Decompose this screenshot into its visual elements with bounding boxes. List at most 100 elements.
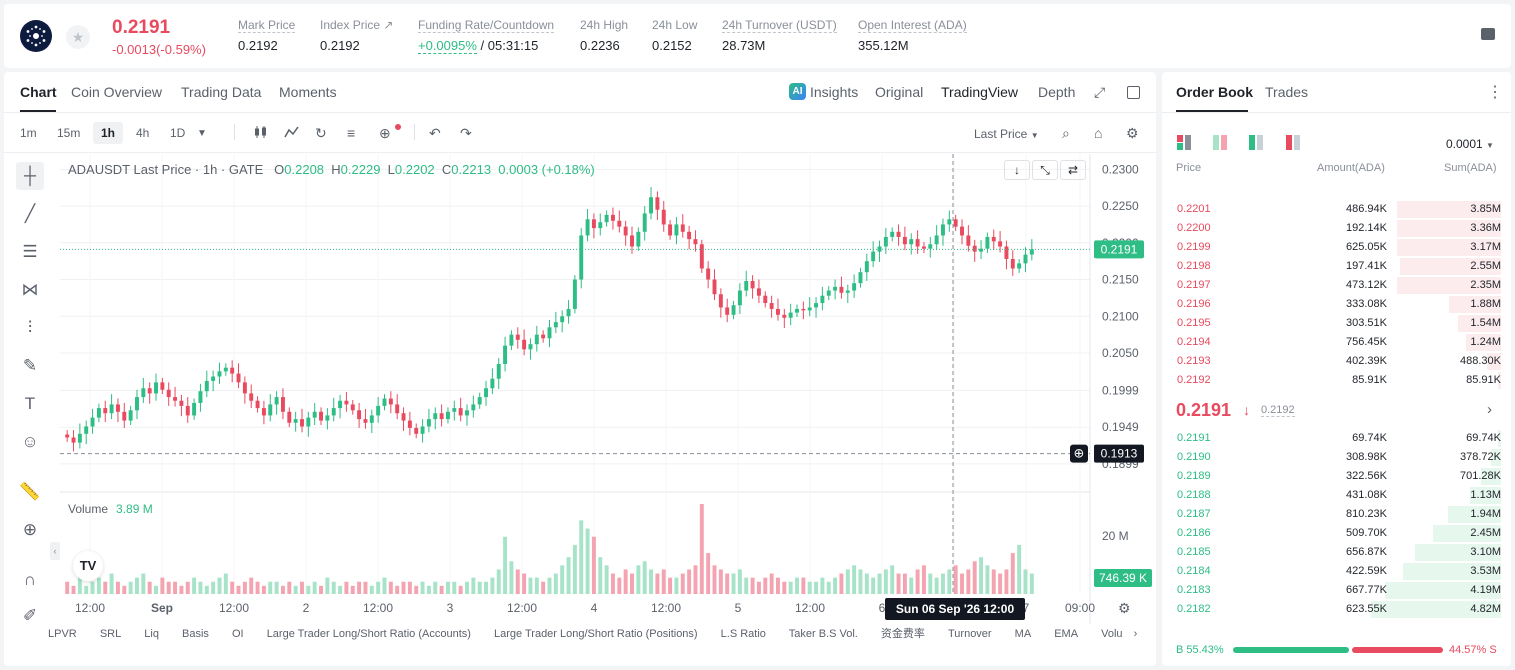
indicator-srl[interactable]: SRL [99, 628, 122, 640]
ask-row[interactable]: 0.2193 402.39K 488.30K [1162, 352, 1511, 371]
tradingview-logo-icon[interactable]: TV [73, 551, 103, 581]
candle-type-icon[interactable] [254, 125, 268, 142]
precision-select[interactable]: 0.0001 ▼ [1446, 137, 1494, 151]
stat-label: Index Price ↗ [320, 18, 394, 32]
indicator-lpvr[interactable]: LPVR [48, 628, 77, 640]
price-source-select[interactable]: Last Price ▼ [974, 127, 1039, 141]
timeframe-1d[interactable]: 1D [170, 126, 186, 140]
indicator-large-trader-positions[interactable]: Large Trader Long/Short Ratio (Positions… [493, 628, 698, 640]
tab-trading-data[interactable]: Trading Data [181, 84, 262, 100]
mode-bids-icon[interactable] [1213, 135, 1229, 151]
mode-asks-red-icon[interactable] [1286, 135, 1302, 151]
tab-trades[interactable]: Trades [1265, 84, 1309, 100]
tab-order-book[interactable]: Order Book [1176, 84, 1254, 100]
tab-insights[interactable]: Insights [810, 84, 859, 100]
more-icon[interactable]: ⋮ [1487, 84, 1503, 101]
candle-body [84, 426, 89, 434]
tab-tradingview[interactable]: TradingView [941, 84, 1019, 100]
bid-row[interactable]: 0.2188 431.08K 1.13M [1162, 486, 1511, 505]
add-alert-icon[interactable]: ⊕ [379, 125, 391, 141]
indicator-volume[interactable]: Volu [1101, 628, 1123, 640]
book-icon[interactable] [1481, 28, 1495, 40]
tab-original[interactable]: Original [875, 84, 924, 100]
bid-row[interactable]: 0.2186 509.70K 2.45M [1162, 524, 1511, 543]
templates-icon[interactable]: ≡ [347, 125, 356, 141]
candle-body [699, 244, 704, 269]
ask-row[interactable]: 0.2196 333.08K 1.88M [1162, 295, 1511, 314]
price-chart[interactable]: 0.23000.22500.22000.21500.21000.20500.19… [60, 154, 1152, 624]
text-icon[interactable]: T [24, 394, 36, 413]
bid-row[interactable]: 0.2187 810.23K 1.94M [1162, 505, 1511, 524]
candle-body [655, 197, 660, 210]
fib-icon[interactable]: ☰ [22, 242, 38, 261]
timeframe-1m[interactable]: 1m [20, 126, 37, 140]
candle-body [902, 236, 907, 245]
ask-row[interactable]: 0.2199 625.05K 3.17M [1162, 238, 1511, 257]
volume-bar [998, 573, 1003, 594]
bid-row[interactable]: 0.2191 69.74K 69.74K [1162, 429, 1511, 448]
chart-settings-icon[interactable]: ⚙ [1118, 600, 1131, 616]
replay-icon[interactable]: ↻ [315, 125, 327, 141]
chevron-right-icon[interactable]: › [1133, 628, 1138, 640]
collapse-icon[interactable]: ⤡ [1032, 160, 1058, 180]
redo-icon[interactable]: ↷ [460, 125, 472, 141]
indicator-turnover[interactable]: Turnover [947, 628, 992, 640]
tab-depth[interactable]: Depth [1038, 84, 1076, 100]
timeframe-1h[interactable]: 1h [93, 122, 124, 144]
favorite-star-icon[interactable]: ★ [66, 25, 90, 49]
lock-icon[interactable]: ✐ [22, 606, 38, 625]
indicators-icon[interactable] [284, 125, 299, 142]
bid-row[interactable]: 0.2183 667.77K 4.19M [1162, 581, 1511, 600]
bid-row[interactable]: 0.2182 623.55K 4.82M [1162, 600, 1511, 619]
indicator-basis[interactable]: Basis [182, 628, 209, 640]
indicator-liq[interactable]: Liq [144, 628, 159, 640]
indicator-oi[interactable]: OI [232, 628, 244, 640]
indicator-taker-bs-vol[interactable]: Taker B.S Vol. [788, 628, 858, 640]
emoji-icon[interactable]: ☺ [21, 432, 39, 451]
ask-row[interactable]: 0.2200 192.14K 3.36M [1162, 219, 1511, 238]
mode-asks-green-icon[interactable] [1249, 135, 1265, 151]
ask-row[interactable]: 0.2201 486.94K 3.85M [1162, 200, 1511, 219]
ask-row[interactable]: 0.2192 85.91K 85.91K [1162, 371, 1511, 390]
window-icon[interactable] [1127, 86, 1140, 99]
mode-both-icon[interactable] [1177, 135, 1193, 151]
trendline-icon[interactable]: ╱ [24, 204, 36, 223]
indicator-large-trader-accounts[interactable]: Large Trader Long/Short Ratio (Accounts) [266, 628, 471, 640]
bid-row[interactable]: 0.2185 656.87K 3.10M [1162, 543, 1511, 562]
indicator-funding-rate[interactable]: 资金费率 [880, 628, 925, 640]
ask-row[interactable]: 0.2195 303.51K 1.54M [1162, 314, 1511, 333]
stat-index-price[interactable]: Index Price ↗ 0.2192 [320, 18, 393, 53]
chevron-down-icon[interactable]: ▼ [197, 128, 207, 139]
candle-body [566, 308, 571, 317]
pattern-icon[interactable]: ⋈ [21, 280, 39, 299]
timeframe-15m[interactable]: 15m [57, 126, 81, 140]
ruler-icon[interactable]: 📏 [19, 482, 41, 501]
fit-icon[interactable]: ⇄ [1060, 160, 1086, 180]
brush-icon[interactable]: ✎ [22, 356, 38, 375]
bid-row[interactable]: 0.2190 308.98K 378.72K [1162, 448, 1511, 467]
camera-icon[interactable]: ⌂ [1094, 125, 1103, 141]
tab-moments[interactable]: Moments [279, 84, 337, 100]
ask-row[interactable]: 0.2198 197.41K 2.55M [1162, 257, 1511, 276]
collapse-left-icon[interactable]: ‹ [50, 542, 60, 560]
chevron-right-icon[interactable]: › [1487, 401, 1492, 418]
search-icon[interactable]: ⌕ [1062, 125, 1070, 141]
bid-row[interactable]: 0.2189 322.56K 701.28K [1162, 467, 1511, 486]
ask-row[interactable]: 0.2197 473.12K 2.35M [1162, 276, 1511, 295]
expand-icon[interactable]: ⤢ [1094, 84, 1106, 100]
undo-icon[interactable]: ↶ [429, 125, 441, 141]
bid-row[interactable]: 0.2184 422.59K 3.53M [1162, 562, 1511, 581]
zoom-icon[interactable]: ⊕ [22, 520, 38, 539]
indicator-ls-ratio[interactable]: L.S Ratio [720, 628, 766, 640]
forecast-icon[interactable]: ⫶ [27, 318, 33, 337]
tab-chart[interactable]: Chart [20, 84, 57, 100]
ask-row[interactable]: 0.2194 756.45K 1.24M [1162, 333, 1511, 352]
settings-gear-icon[interactable]: ⚙ [1126, 125, 1139, 141]
indicator-ema[interactable]: EMA [1054, 628, 1079, 640]
tab-coin-overview[interactable]: Coin Overview [71, 84, 163, 100]
timeframe-4h[interactable]: 4h [136, 126, 150, 140]
scroll-down-icon[interactable]: ↓ [1004, 160, 1030, 180]
crosshair-icon[interactable]: ┼ [16, 162, 44, 190]
indicator-ma[interactable]: MA [1014, 628, 1032, 640]
magnet-icon[interactable]: ∩ [23, 570, 37, 589]
